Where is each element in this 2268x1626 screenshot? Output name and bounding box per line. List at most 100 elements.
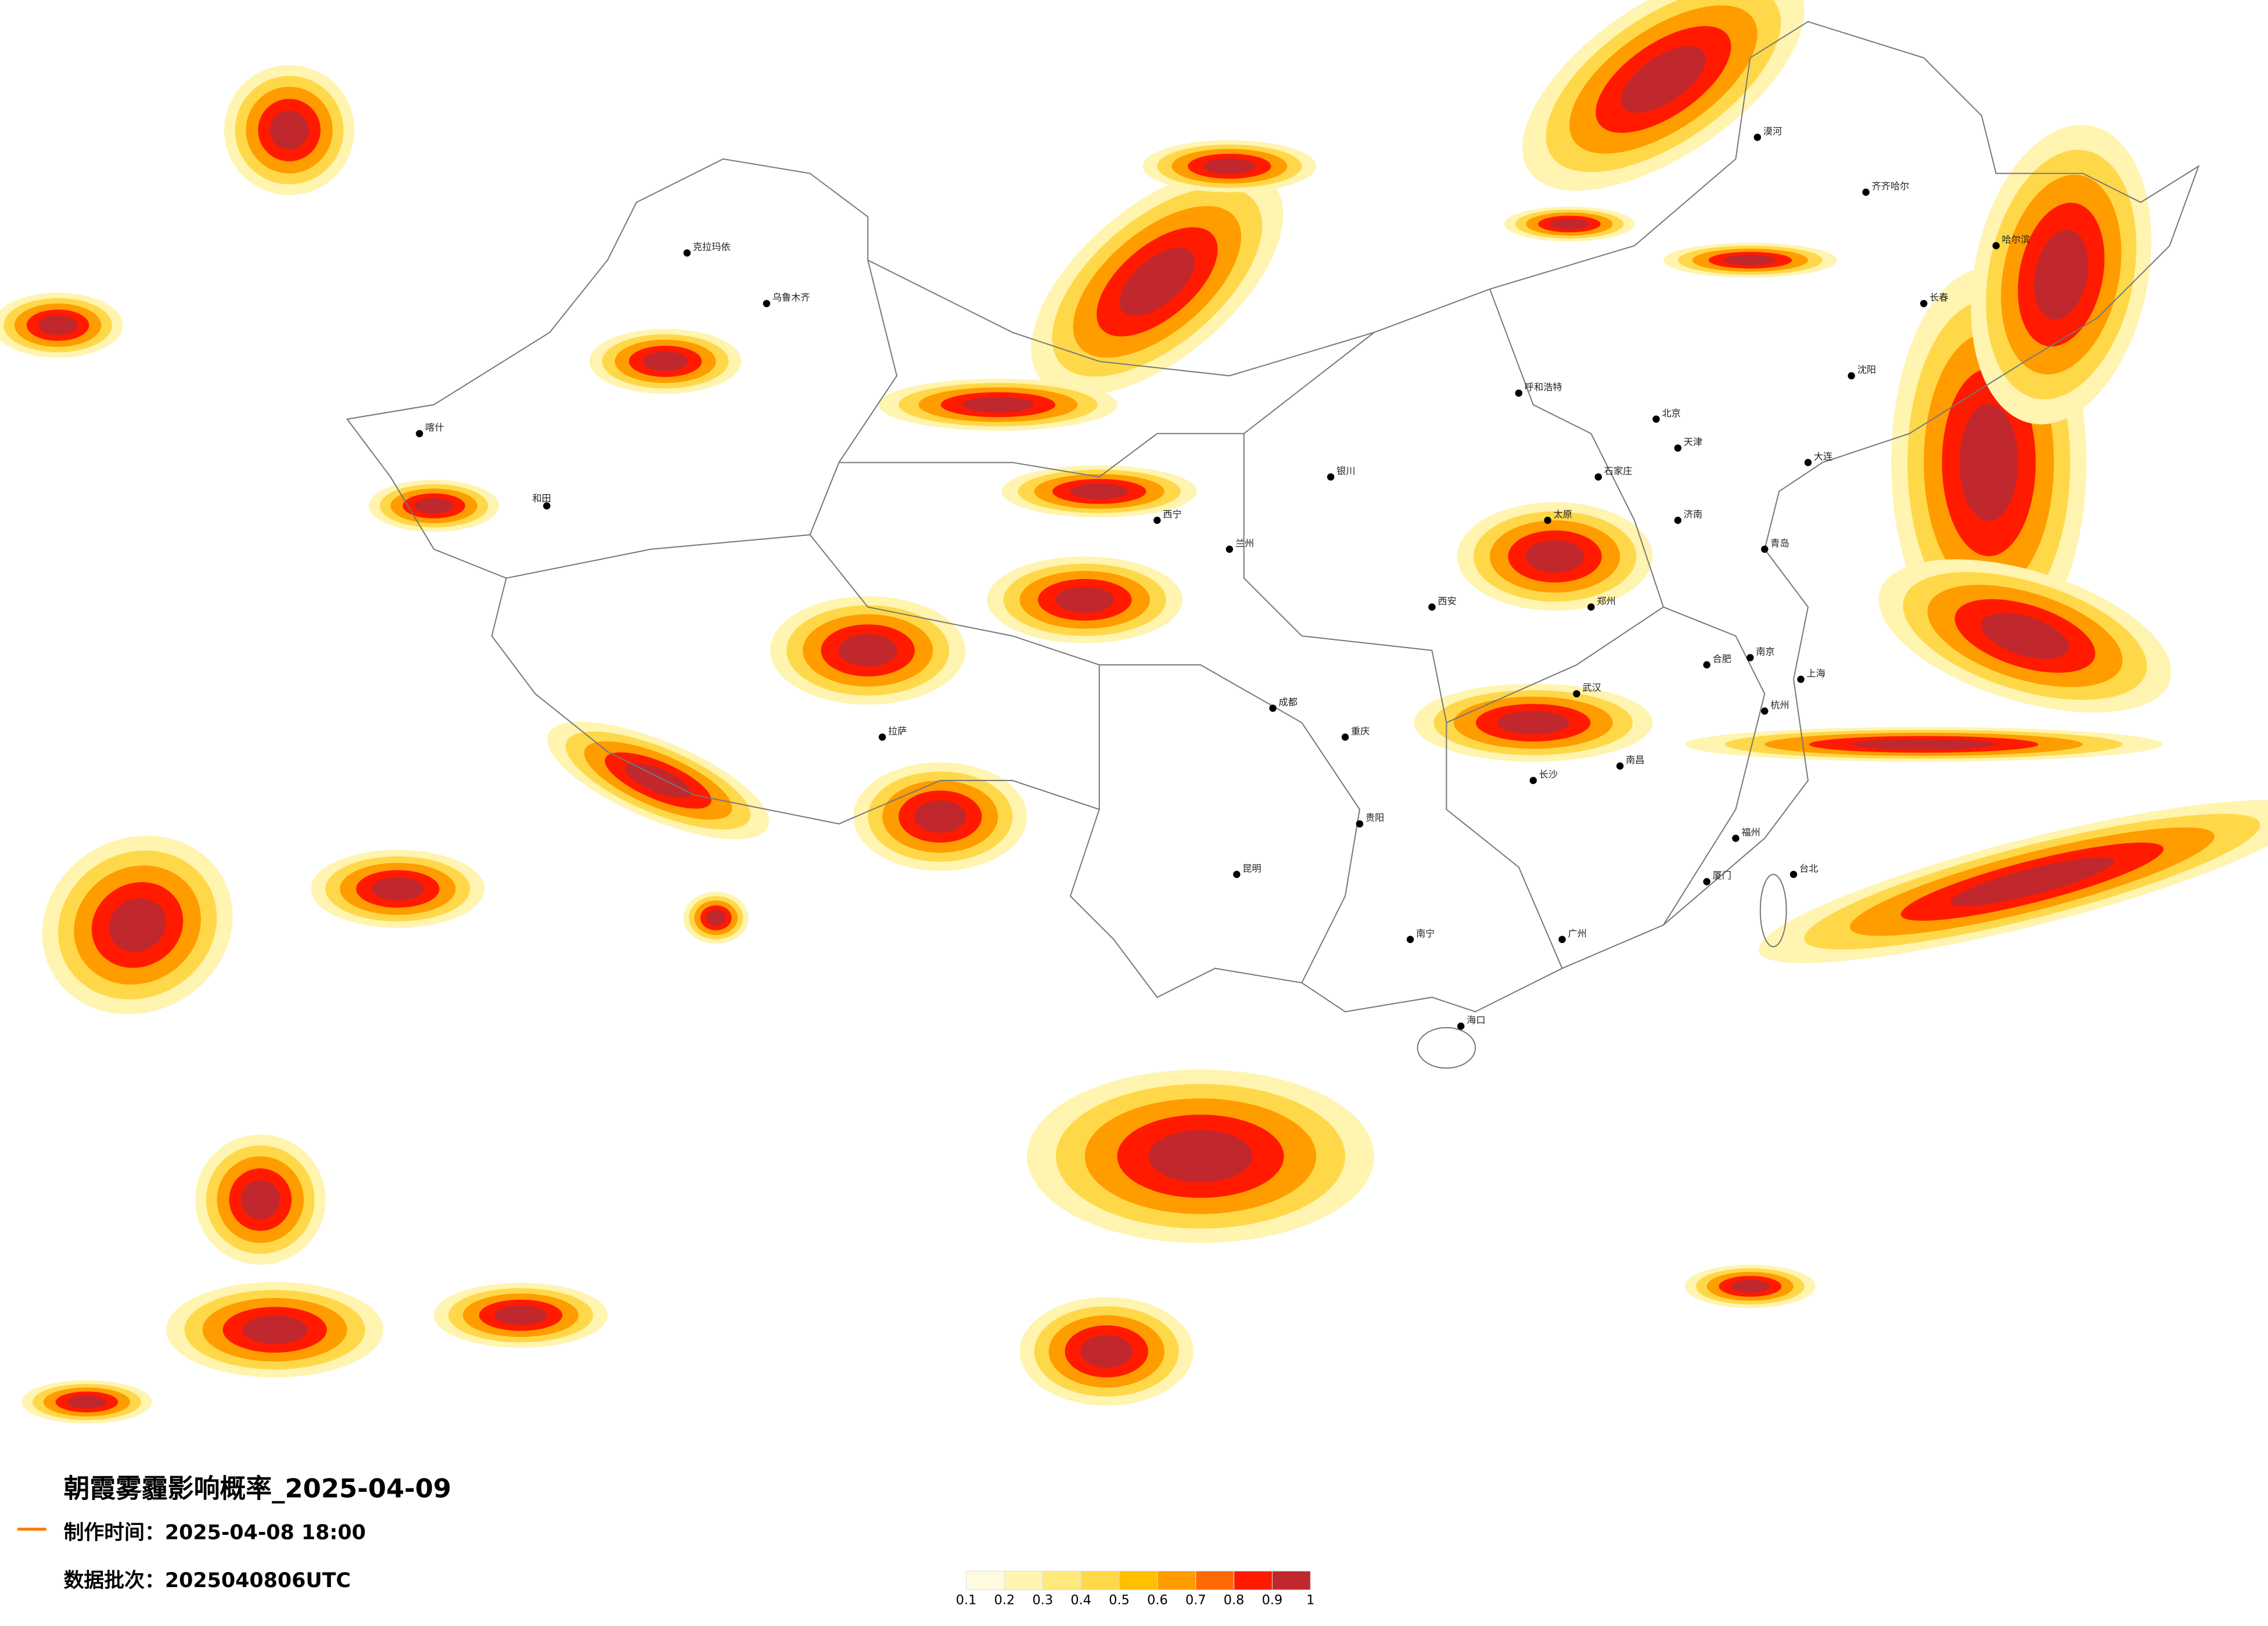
- cities: 北京 天津 石家庄 太原 济南 郑州 西安 武汉 长沙 南昌 合肥 南京 上海 …: [415, 125, 2030, 1030]
- probability-area: [1203, 158, 1256, 174]
- probability-area: [414, 498, 454, 514]
- city-label: 长春: [1929, 292, 1948, 303]
- city-label: 银川: [1336, 465, 1355, 476]
- city-dot: [1862, 188, 1870, 196]
- probability-area: [372, 877, 424, 901]
- city-label: 昆明: [1242, 863, 1261, 874]
- city-dot: [1573, 690, 1580, 697]
- legend-swatch: [1195, 1570, 1235, 1591]
- legend-tick-label: 0.4: [1070, 1593, 1091, 1608]
- city-dot: [1804, 459, 1812, 466]
- city-dot: [1674, 444, 1682, 452]
- color-legend: 0.1 0.2 0.3 0.4 0.5 0.6 0.7 0.8 0.9 1: [956, 1570, 1314, 1608]
- probability-area: [706, 910, 726, 926]
- island-outline: [1759, 873, 1787, 948]
- probability-area: [240, 1180, 280, 1220]
- city-label: 和田: [532, 493, 551, 504]
- city-dot: [1761, 545, 1769, 553]
- map-title: 朝霞雾霾影响概率_2025-04-09: [64, 1473, 452, 1504]
- city-label: 南宁: [1416, 928, 1435, 939]
- legend-tick-label: 0.6: [1147, 1593, 1168, 1608]
- batch: 数据批次：2025040806UTC: [64, 1569, 351, 1592]
- city-label: 贵阳: [1365, 812, 1384, 823]
- legend-tick-label: 0.7: [1185, 1593, 1206, 1608]
- city-dot: [1529, 776, 1537, 785]
- city-dot: [1327, 473, 1335, 481]
- city-label: 海口: [1467, 1015, 1485, 1026]
- city-dot: [1558, 936, 1566, 943]
- city-dot: [1674, 516, 1682, 524]
- city-dot: [1797, 675, 1805, 683]
- probability-area: [1080, 1335, 1133, 1368]
- probability-area: [1852, 739, 1996, 750]
- city-dot: [1746, 654, 1754, 661]
- city-dot: [415, 430, 423, 437]
- city-dot: [1225, 545, 1234, 553]
- city-label: 广州: [1568, 928, 1587, 939]
- city-dot: [1992, 242, 2000, 250]
- city-label: 武汉: [1583, 682, 1601, 693]
- probability-area: [1959, 404, 2018, 521]
- city-label: 重庆: [1351, 725, 1370, 736]
- legend-tick-label: 0.2: [994, 1593, 1015, 1608]
- city-label: 厦门: [1713, 870, 1731, 881]
- country-outline: [346, 21, 2200, 1013]
- legend-swatch: [1119, 1570, 1158, 1591]
- legend-tick-label: 1: [1306, 1593, 1314, 1608]
- city-dot: [1761, 707, 1769, 715]
- city-label: 郑州: [1597, 595, 1615, 606]
- city-dot: [1269, 704, 1277, 712]
- probability-area: [1525, 540, 1584, 573]
- city-dot: [1703, 878, 1710, 886]
- probability-area: [1981, 613, 2069, 659]
- city-label: 石家庄: [1604, 465, 1633, 476]
- city-dot: [1544, 516, 1551, 524]
- city-dot: [1406, 936, 1414, 943]
- probability-area: [1070, 483, 1129, 499]
- city-label: 上海: [1807, 668, 1825, 679]
- city-label: 合肥: [1713, 653, 1731, 664]
- probability-area: [67, 1395, 107, 1409]
- city-label: 杭州: [1770, 700, 1789, 711]
- city-dot: [1153, 516, 1161, 524]
- probability-area: [1055, 587, 1115, 613]
- city-label: 西宁: [1163, 509, 1181, 520]
- city-label: 呼和浩特: [1525, 382, 1562, 393]
- city-label: 哈尔滨: [2002, 234, 2030, 245]
- city-label: 福州: [1741, 827, 1760, 838]
- province-line: [1099, 664, 1361, 983]
- city-label: 南京: [1756, 646, 1774, 657]
- production-time: 制作时间：2025-04-08 18:00: [64, 1521, 366, 1545]
- city-label: 沈阳: [1857, 364, 1876, 375]
- city-dot: [1616, 762, 1624, 770]
- city-label: 济南: [1684, 509, 1702, 520]
- province-line: [809, 534, 1100, 810]
- legend-swatch: [1042, 1570, 1081, 1591]
- city-dot: [1732, 834, 1739, 842]
- legend-swatch: [1004, 1570, 1043, 1591]
- city-dot: [1233, 870, 1241, 878]
- probability-area: [494, 1305, 547, 1325]
- boundaries: [346, 21, 2200, 1069]
- city-dot: [1753, 134, 1762, 141]
- legend-tick-label: 0.8: [1224, 1593, 1245, 1608]
- city-label: 太原: [1554, 509, 1572, 520]
- city-dot: [1341, 733, 1349, 741]
- city-label: 台北: [1799, 863, 1818, 874]
- probability-area: [1497, 711, 1569, 735]
- legend-tick-label: 0.3: [1033, 1593, 1054, 1608]
- probability-area: [1730, 1279, 1770, 1293]
- city-dot: [1848, 372, 1855, 380]
- city-dot: [763, 300, 771, 307]
- legend-tick-label: 0.1: [956, 1593, 977, 1608]
- legend-tick-label: 0.9: [1262, 1593, 1283, 1608]
- city-dot: [1356, 820, 1364, 828]
- province-line: [506, 260, 898, 579]
- probability-area: [242, 1315, 308, 1344]
- probability-area: [1724, 255, 1777, 265]
- city-dot: [1652, 415, 1660, 423]
- city-dot: [1703, 661, 1710, 669]
- city-dot: [543, 502, 551, 510]
- legend-swatch: [1080, 1570, 1120, 1591]
